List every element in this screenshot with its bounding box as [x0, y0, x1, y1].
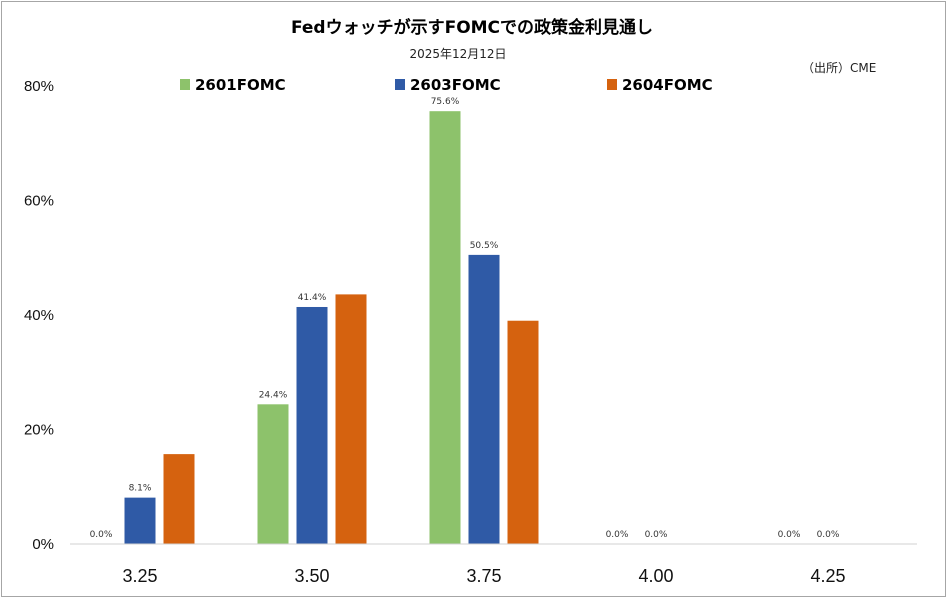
bars — [124, 111, 539, 544]
y-axis: 0% 20% 40% 60% 80% — [24, 78, 54, 553]
chart-title: Fedウォッチが示すFOMCでの政策金利見通し — [291, 17, 653, 38]
bar-2604fomc-3-25 — [163, 454, 195, 544]
bar-2603fomc-3-25 — [124, 497, 156, 544]
x-tick-label: 3.75 — [466, 566, 501, 586]
legend: 2601FOMC 2603FOMC 2604FOMC — [180, 76, 713, 94]
legend-label: 2604FOMC — [622, 76, 713, 94]
data-label: 0.0% — [817, 530, 840, 540]
y-tick-label: 80% — [24, 78, 54, 95]
legend-label: 2603FOMC — [410, 76, 501, 94]
bar-2604fomc-3-50 — [335, 294, 367, 544]
data-label: 0.0% — [90, 530, 113, 540]
legend-label: 2601FOMC — [195, 76, 286, 94]
bar-2601fomc-3-75 — [429, 111, 461, 544]
y-tick-label: 20% — [24, 422, 54, 439]
data-label: 50.5% — [470, 241, 499, 251]
data-label: 41.4% — [298, 293, 327, 303]
bar-2603fomc-3-50 — [296, 306, 328, 544]
bar-2601fomc-3-50 — [257, 404, 289, 544]
data-label: 0.0% — [778, 530, 801, 540]
source-note: （出所）CME — [802, 61, 876, 75]
x-tick-label: 3.50 — [294, 566, 329, 586]
bar-2603fomc-3-75 — [468, 254, 500, 544]
y-tick-label: 0% — [32, 536, 54, 553]
data-label: 8.1% — [129, 484, 152, 494]
legend-swatch — [395, 79, 405, 90]
bar-2604fomc-3-75 — [507, 320, 539, 544]
data-label: 0.0% — [645, 530, 668, 540]
chart-subtitle: 2025年12月12日 — [409, 47, 506, 61]
data-label: 75.6% — [431, 97, 460, 107]
legend-swatch — [607, 79, 617, 90]
data-label: 24.4% — [259, 390, 288, 400]
data-labels: 0.0% 8.1% 24.4% 41.4% 75.6% 50.5% 0.0% 0.0% 0.0%… — [90, 97, 840, 540]
y-tick-label: 40% — [24, 307, 54, 324]
x-tick-label: 3.25 — [122, 566, 157, 586]
data-label: 0.0% — [606, 530, 629, 540]
y-tick-label: 60% — [24, 193, 54, 210]
legend-swatch — [180, 79, 190, 90]
x-tick-label: 4.00 — [638, 566, 673, 586]
x-axis: 3.25 3.50 3.75 4.00 4.25 — [122, 566, 845, 586]
x-tick-label: 4.25 — [810, 566, 845, 586]
